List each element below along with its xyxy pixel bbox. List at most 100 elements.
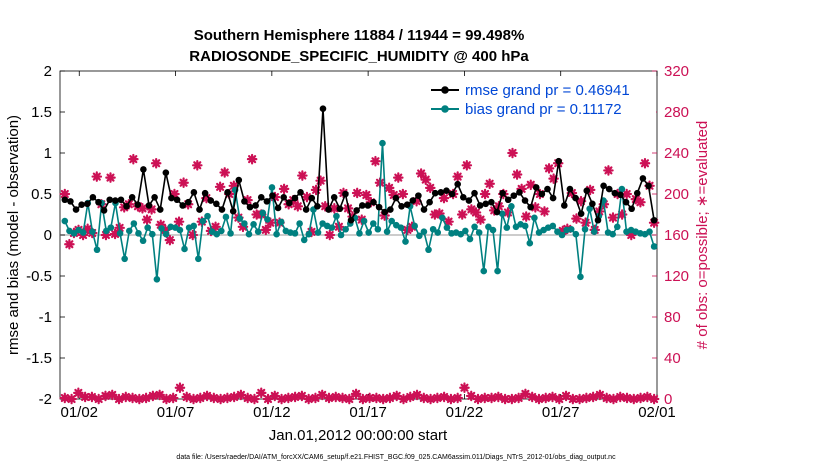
rmse-point: [549, 194, 557, 202]
rmse-point: [308, 194, 316, 202]
bias-point: [374, 225, 382, 233]
bias-point: [480, 267, 488, 275]
obs-count-marker: [246, 153, 258, 165]
obs-count-marker-bottom: [330, 391, 342, 403]
rmse-point: [241, 198, 248, 205]
obs-count-marker-bottom: [296, 390, 308, 402]
obs-count-marker-bottom: [493, 391, 504, 403]
rmse-point: [639, 175, 647, 182]
obs-count-marker-bottom: [635, 392, 646, 404]
obs-count-marker-bottom: [106, 389, 118, 401]
rmse-point: [173, 196, 181, 204]
obs-count-marker-bottom: [452, 392, 463, 404]
bias-point: [425, 246, 432, 254]
obs-count-marker-bottom: [249, 393, 260, 405]
obs-count-marker-bottom: [235, 389, 247, 401]
rmse-point: [420, 206, 428, 213]
y-tick-label-right: 280: [664, 104, 689, 121]
rmse-point: [95, 198, 102, 206]
obs-count-marker-bottom: [377, 393, 389, 405]
obs-count-marker-bottom: [181, 391, 193, 403]
obs-count-marker: [91, 171, 103, 182]
obs-count-marker: [178, 177, 189, 189]
legend-bias-text: bias grand pr = 0.11172: [465, 101, 622, 118]
rmse-point: [179, 202, 186, 209]
obs-count-marker-bottom: [147, 390, 159, 402]
rmse-point: [437, 189, 445, 196]
rmse-point: [336, 205, 344, 213]
obs-count-marker: [324, 229, 336, 241]
bias-point: [554, 228, 561, 236]
rmse-point: [572, 194, 579, 202]
obs-count-marker: [543, 163, 555, 174]
bias-point: [273, 230, 280, 238]
rmse-point: [611, 189, 619, 197]
bias-point: [162, 230, 170, 238]
obs-count-marker-bottom: [608, 393, 619, 405]
obs-count-marker: [420, 174, 431, 185]
obs-count-marker: [173, 216, 185, 227]
x-tick-label: 01/12: [253, 404, 291, 421]
obs-count-marker-bottom: [269, 390, 281, 402]
bias-point: [79, 229, 87, 236]
obs-count-marker-bottom: [526, 391, 538, 403]
obs-count-marker-bottom: [601, 392, 612, 404]
bias-point: [397, 224, 405, 231]
obs-count-marker: [370, 155, 381, 167]
bias-point: [439, 214, 446, 222]
obs-count-marker-bottom: [208, 392, 220, 404]
x-tick-label: 01/17: [349, 404, 387, 421]
rmse-point: [117, 196, 125, 204]
bias-point: [489, 226, 497, 234]
y-tick-label-left: -1: [39, 309, 52, 326]
obs-count-marker-bottom: [587, 391, 599, 403]
obs-count-marker: [128, 153, 139, 165]
obs-count-marker: [424, 182, 436, 194]
obs-count-marker-bottom: [167, 392, 179, 404]
bias-point: [650, 243, 658, 250]
bias-point: [342, 225, 349, 233]
rmse-point: [633, 189, 641, 197]
obs-count-marker: [315, 175, 326, 186]
rmse-point: [415, 192, 422, 199]
obs-count-marker-bottom: [73, 387, 84, 399]
rmse-point: [527, 203, 534, 211]
bias-point: [204, 212, 211, 220]
x-tick-label: 01/27: [542, 404, 580, 421]
bias-point: [369, 220, 377, 227]
bias-point: [365, 229, 372, 236]
obs-count-marker-bottom: [262, 393, 274, 405]
rmse-point: [617, 191, 624, 199]
obs-count-marker-bottom: [344, 393, 355, 405]
rmse-point: [504, 196, 512, 204]
bias-point: [521, 222, 529, 230]
bias-point: [236, 215, 244, 222]
rmse-point: [353, 207, 360, 214]
obs-count-marker: [603, 165, 614, 176]
bias-point: [498, 210, 506, 217]
obs-count-marker-bottom: [100, 390, 111, 402]
obs-count-marker: [278, 183, 290, 195]
rmse-point: [78, 201, 85, 208]
legend-rmse-text: rmse grand pr = 0.46941: [465, 82, 630, 99]
rmse-point: [319, 105, 327, 113]
x-tick-label: 01/07: [157, 404, 195, 421]
obs-count-marker: [297, 170, 308, 181]
y-tick-label-left: 1: [44, 145, 52, 162]
obs-count-marker-bottom: [66, 393, 77, 405]
y-tick-label-left: 0: [44, 227, 52, 244]
obs-count-marker-bottom: [553, 393, 565, 405]
rmse-point: [555, 157, 562, 165]
bias-point: [383, 228, 391, 236]
bias-point: [508, 203, 515, 210]
y-axis-label-right: # of obs: o=possible; ∗=evaluated: [694, 121, 711, 350]
y-tick-label-left: 2: [44, 63, 52, 80]
bias-point: [567, 225, 575, 233]
chart-title-line2: RADIOSONDE_SPECIFIC_HUMIDITY @ 400 hPa: [189, 48, 529, 65]
x-tick-label: 01/22: [446, 404, 484, 421]
obs-count-marker-bottom: [513, 392, 524, 404]
bias-point: [388, 217, 395, 225]
bias-point: [337, 231, 345, 239]
bias-point: [503, 224, 511, 231]
bias-point: [89, 228, 96, 236]
